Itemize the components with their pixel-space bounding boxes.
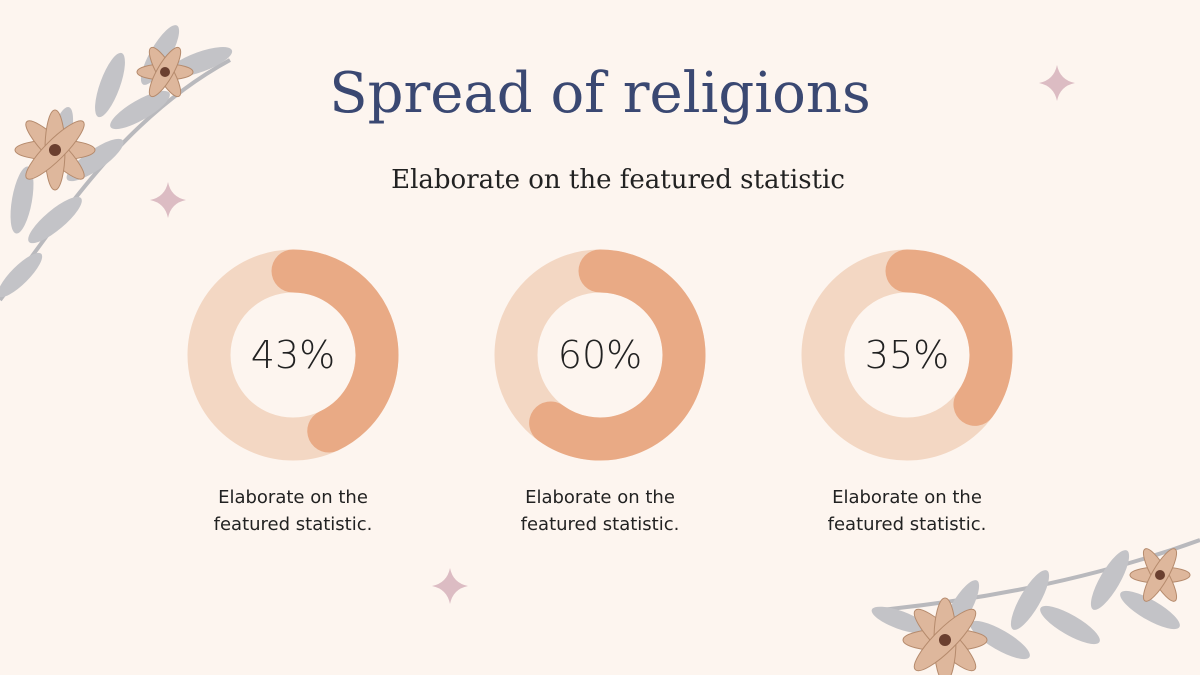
title: Spread of religions (329, 61, 870, 126)
caption: Elaborate on the featured statistic. (827, 487, 987, 535)
stars (150, 65, 1075, 604)
value-label: 35% (865, 333, 949, 377)
subtitle: Elaborate on the featured statistic (391, 165, 845, 195)
caption: Elaborate on the featured statistic. (213, 487, 373, 535)
donut-arc (271, 249, 399, 453)
caption: Elaborate on the featured statistic. (520, 487, 680, 535)
decoration-bottom-right (871, 538, 1200, 675)
value-label: 43% (251, 333, 335, 377)
donut-arc (885, 249, 1013, 426)
donut-arc (529, 249, 706, 461)
value-label: 60% (558, 333, 642, 377)
decoration-top-left (0, 25, 233, 302)
